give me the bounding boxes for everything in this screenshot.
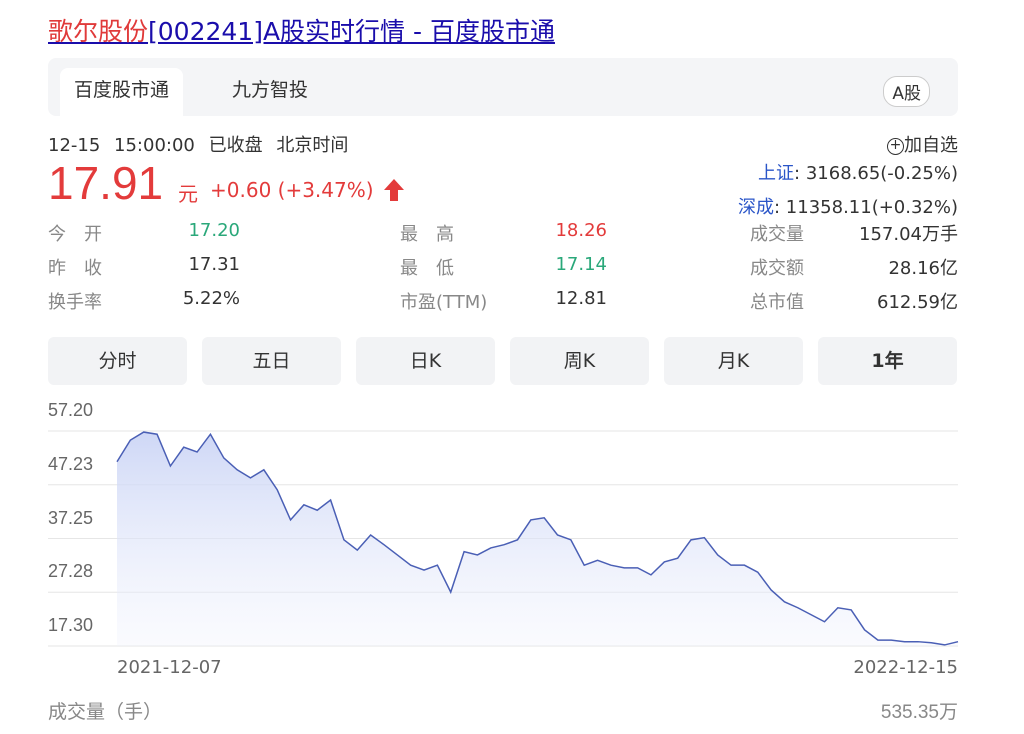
stat-label: 总市值 [750,292,804,313]
period-selector: 分时 五日 日K 周K 月K 1年 [48,337,958,385]
stat-label: 昨 收 [48,258,102,279]
price-area [117,432,958,646]
price-line [116,431,959,646]
period-5day[interactable]: 五日 [202,337,341,385]
stat-label: 成交量 [750,224,804,245]
stat-value: 18.26 [555,220,607,241]
index-value: : 3168.65(-0.25%) [794,163,958,184]
stat-label: 最 低 [400,258,454,279]
stat-label: 换手率 [48,292,102,313]
add-watchlist-label: 加自选 [904,135,958,156]
title-rest[interactable]: [002241]A股实时行情 - 百度股市通 [148,17,555,46]
plus-circle-icon: + [887,137,904,155]
stat-value: 12.81 [555,288,607,309]
market-badge[interactable]: A股 [883,76,930,107]
y-tick-label: 47.23 [48,454,94,474]
period-1year[interactable]: 1年 [818,337,957,385]
index-sh[interactable]: 上证: 3168.65(-0.25%) [758,159,958,185]
period-intraday[interactable]: 分时 [48,337,187,385]
tab-jiufang[interactable]: 九方智投 [232,79,309,101]
period-daily-k[interactable]: 日K [356,337,495,385]
source-tabbar: 百度股市通 九方智投 A股 [48,58,958,116]
stock-name[interactable]: 歌尔股份 [48,17,149,46]
index-label[interactable]: 深成 [738,197,775,218]
index-value: : 11358.11(+0.32%) [774,197,958,218]
stat-label: 市盈(TTM) [400,292,488,313]
y-tick-label: 17.30 [48,615,94,635]
stat-value: 17.31 [188,254,240,275]
status-line: 12-15 15:00:00 已收盘 北京时间 [48,131,348,157]
add-watchlist-button[interactable]: + 加自选 [887,131,958,157]
page-title[interactable]: 歌尔股份[002241]A股实时行情 - 百度股市通 [48,12,555,48]
stat-value: 157.04万手 [859,224,958,245]
x-start-label: 2021-12-07 [117,657,222,678]
stat-label: 今 开 [48,224,102,245]
current-price: 17.91 [48,157,164,209]
stat-value: 17.20 [188,220,240,241]
y-tick-label: 57.20 [48,400,94,420]
timezone: 北京时间 [276,135,349,156]
stat-label: 最 高 [400,224,454,245]
index-sz[interactable]: 深成: 11358.11(+0.32%) [738,193,958,219]
datetime: 12-15 15:00:00 [48,135,195,156]
volume-max: 535.35万 [880,702,958,723]
arrow-up-icon [384,179,404,201]
y-tick-label: 37.25 [48,508,94,528]
stat-value: 612.59亿 [877,292,958,313]
x-end-label: 2022-12-15 [853,657,958,678]
stat-value: 28.16亿 [888,258,958,279]
price-change: +0.60 (+3.47%) [210,178,374,202]
market-state: 已收盘 [208,135,263,156]
period-monthly-k[interactable]: 月K [664,337,803,385]
stat-label: 成交额 [750,258,804,279]
price-unit: 元 [178,182,198,206]
period-weekly-k[interactable]: 周K [510,337,649,385]
volume-label: 成交量（手） [48,702,163,723]
tab-baidu[interactable]: 百度股市通 [60,68,184,116]
y-tick-label: 27.28 [48,561,94,581]
stat-value: 17.14 [555,254,607,275]
index-label[interactable]: 上证 [758,163,795,184]
stat-value: 5.22% [182,288,240,309]
